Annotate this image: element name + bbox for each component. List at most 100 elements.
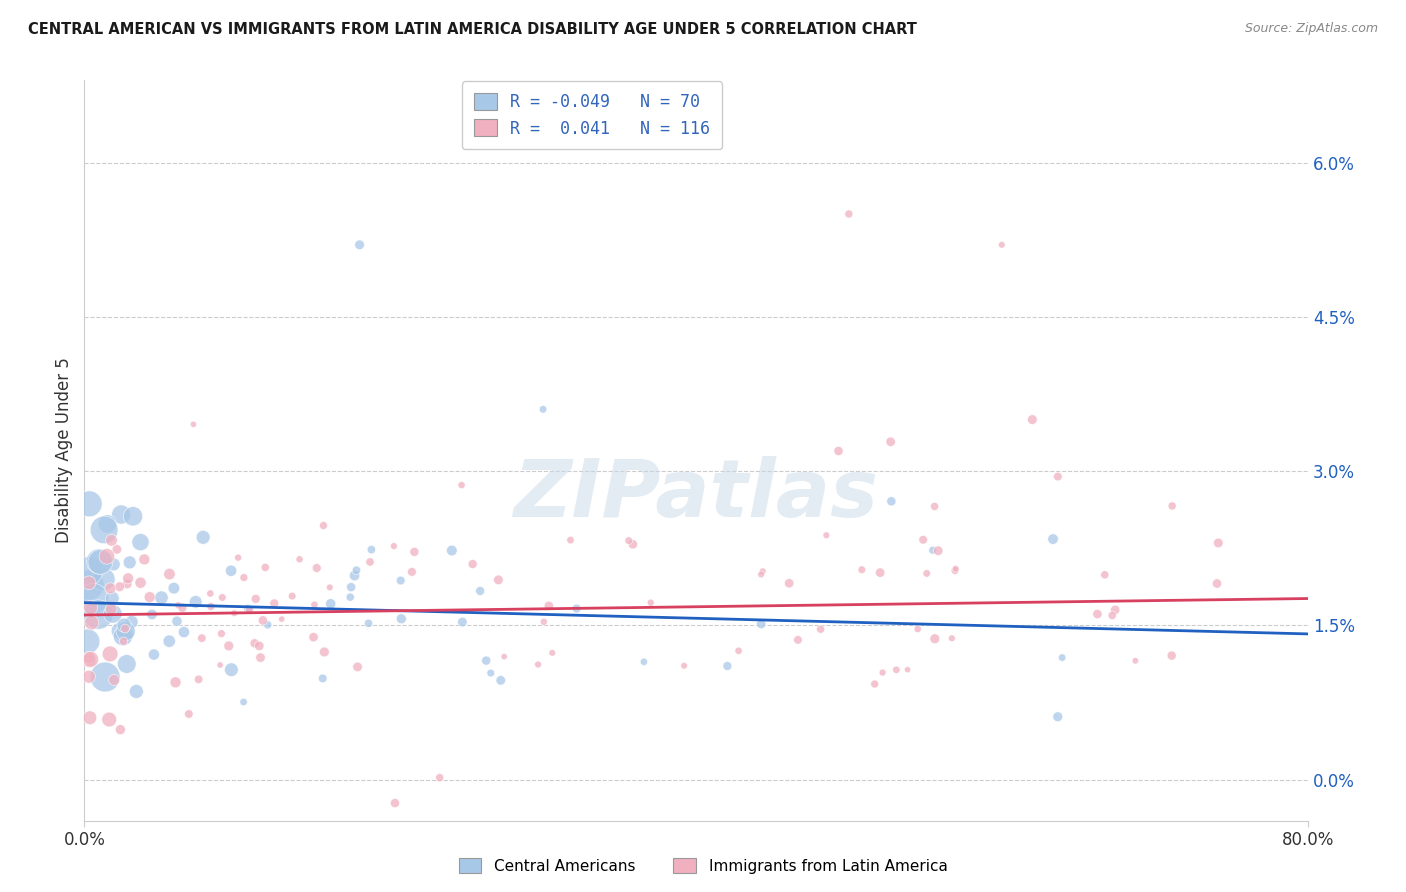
Point — [218, 639, 240, 653]
Point — [114, 624, 136, 639]
Point — [851, 563, 873, 577]
Point — [486, 573, 509, 587]
Point — [150, 591, 173, 605]
Text: ZIPatlas: ZIPatlas — [513, 456, 879, 534]
Point — [479, 666, 502, 681]
Point — [77, 650, 100, 665]
Point — [872, 665, 894, 680]
Point — [112, 634, 135, 648]
Point — [232, 570, 254, 584]
Point — [927, 543, 949, 558]
Point — [319, 597, 342, 611]
Point — [219, 564, 242, 578]
Point — [869, 566, 891, 580]
Point — [346, 660, 368, 674]
Point — [221, 663, 243, 677]
Point — [93, 523, 115, 537]
Point — [77, 578, 100, 592]
Point — [111, 629, 134, 643]
Point — [141, 607, 163, 622]
Point — [810, 622, 832, 636]
Point — [77, 670, 100, 684]
Point — [827, 444, 849, 458]
Point — [1021, 412, 1043, 426]
Point — [224, 606, 246, 620]
Point — [115, 627, 138, 641]
Point — [1160, 648, 1182, 663]
Point — [209, 626, 232, 640]
Point — [943, 564, 966, 578]
Point — [541, 646, 564, 660]
Point — [101, 591, 124, 606]
Point — [172, 600, 194, 615]
Point — [226, 550, 249, 565]
Point — [138, 590, 160, 604]
Point — [778, 576, 800, 591]
Point — [110, 508, 132, 522]
Point — [879, 434, 901, 449]
Point — [1101, 608, 1123, 623]
Point — [115, 657, 138, 671]
Point — [121, 615, 143, 629]
Point — [617, 533, 640, 548]
Point — [89, 555, 111, 569]
Point — [494, 649, 516, 664]
Point — [565, 601, 588, 615]
Point — [187, 673, 209, 687]
Point — [122, 509, 145, 524]
Point — [232, 695, 254, 709]
Point — [82, 591, 104, 606]
Point — [173, 625, 195, 640]
Point — [247, 639, 270, 653]
Point — [429, 771, 451, 785]
Point — [129, 575, 152, 590]
Point — [249, 650, 271, 665]
Point — [98, 713, 121, 727]
Point — [117, 571, 139, 585]
Point — [312, 672, 335, 686]
Point — [907, 622, 929, 636]
Point — [134, 552, 156, 566]
Point — [77, 575, 100, 590]
Text: CENTRAL AMERICAN VS IMMIGRANTS FROM LATIN AMERICA DISABILITY AGE UNDER 5 CORRELA: CENTRAL AMERICAN VS IMMIGRANTS FROM LATI… — [28, 22, 917, 37]
Point — [863, 677, 886, 691]
Point — [79, 711, 101, 725]
Point — [115, 577, 138, 591]
Point — [108, 580, 131, 594]
Point — [1206, 576, 1229, 591]
Point — [749, 567, 772, 582]
Point — [101, 607, 124, 621]
Point — [468, 584, 491, 599]
Point — [103, 673, 125, 687]
Point — [80, 652, 103, 666]
Point — [343, 568, 366, 582]
Point — [360, 542, 382, 557]
Point — [1208, 536, 1230, 550]
Point — [105, 542, 128, 557]
Point — [921, 543, 943, 558]
Point — [100, 582, 122, 596]
Point — [200, 586, 222, 600]
Point — [114, 622, 136, 636]
Point — [157, 634, 180, 648]
Point — [177, 706, 200, 721]
Point — [159, 567, 181, 582]
Point — [191, 631, 214, 645]
Point — [304, 598, 326, 612]
Point — [1042, 532, 1064, 546]
Point — [401, 565, 423, 579]
Point — [838, 207, 860, 221]
Point — [314, 645, 336, 659]
Point — [87, 607, 110, 622]
Point — [896, 663, 918, 677]
Point — [96, 516, 118, 531]
Point — [924, 500, 946, 514]
Point — [312, 518, 335, 533]
Point — [110, 723, 132, 737]
Point — [211, 591, 233, 605]
Point — [108, 624, 131, 638]
Point — [1094, 567, 1116, 582]
Point — [945, 562, 967, 576]
Point — [79, 600, 101, 615]
Legend: R = -0.049   N = 70, R =  0.041   N = 116: R = -0.049 N = 70, R = 0.041 N = 116 — [463, 81, 723, 149]
